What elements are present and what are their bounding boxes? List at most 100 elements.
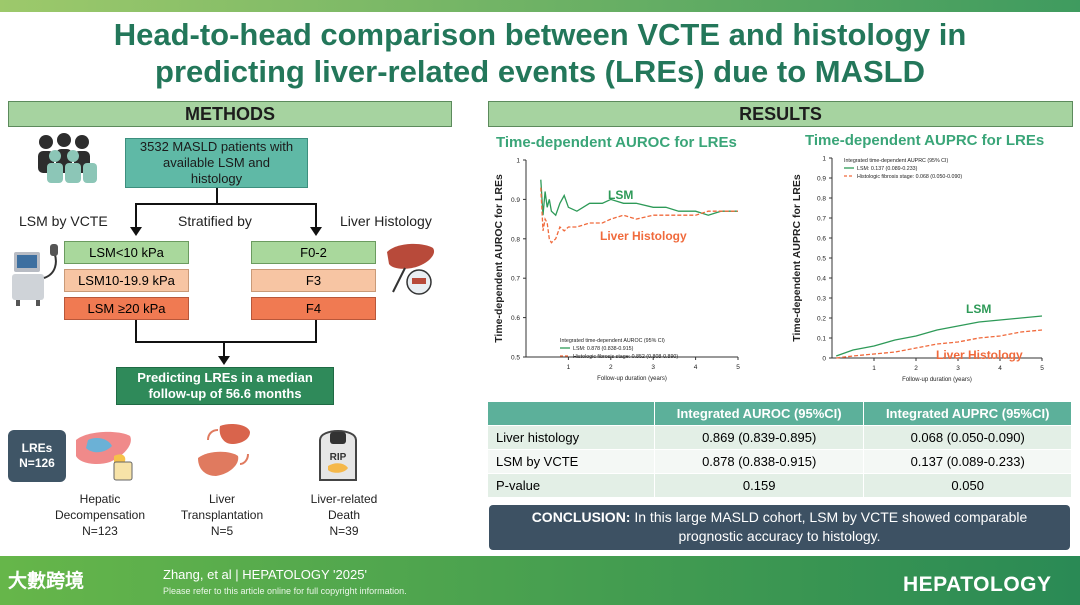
x-tick-label: 3 <box>651 364 655 371</box>
table-cell: 0.159 <box>653 473 864 498</box>
y-tick-label: 0.2 <box>817 316 826 323</box>
copyright-note: Please refer to this article online for … <box>163 586 407 596</box>
auroc-chart: 0.5 0.6 0.7 0.8 0.9 1 1 2 3 4 5 Follow-up duration … <box>493 158 740 383</box>
y-tick-label: 0.8 <box>817 196 826 203</box>
histology-curve-label: Liver Histology <box>600 229 687 243</box>
conclusion-label: CONCLUSION: <box>531 509 631 525</box>
connector <box>135 341 317 343</box>
lsm-curve-label: LSM <box>966 302 991 316</box>
connector <box>315 203 317 229</box>
y-tick-label: 0.3 <box>817 296 826 303</box>
event-death: Liver-related Death N=39 <box>284 491 404 539</box>
y-tick-label: 0.6 <box>511 315 520 322</box>
table-cell: 0.878 (0.838-0.915) <box>653 449 864 474</box>
connector <box>223 341 225 358</box>
table-cell: LSM by VCTE <box>488 449 655 474</box>
event-line: Liver <box>208 492 235 506</box>
arrow-icon <box>218 356 230 365</box>
histology-label: Liver Histology <box>340 213 432 229</box>
conclusion-box: CONCLUSION: In this large MASLD cohort, … <box>489 505 1070 550</box>
table-row: Liver histology 0.869 (0.839-0.895) 0.06… <box>488 425 1071 450</box>
x-tick-label: 3 <box>956 365 960 372</box>
x-tick-label: 2 <box>914 365 918 372</box>
patients-icon <box>38 133 97 183</box>
table-header-cell: Integrated AUPRC (95%CI) <box>863 402 1071 426</box>
event-count: N=5 <box>210 524 234 538</box>
auprc-title: Time-dependent AUPRC for LREs <box>805 132 1045 149</box>
histology-curve-label: Liver Histology <box>936 348 1023 362</box>
table-header-row: Integrated AUROC (95%CI) Integrated AUPR… <box>488 402 1071 426</box>
y-axis-label: Time-dependent AUROC for LREs <box>493 174 505 343</box>
event-transplant: Liver Transplantation N=5 <box>162 491 282 539</box>
x-axis-label: Follow-up duration (years) <box>902 377 972 383</box>
legend-title: Integrated time-dependent AUPRC (95% CI) <box>844 158 948 164</box>
conclusion-text: In this large MASLD cohort, LSM by VCTE … <box>634 509 1028 544</box>
connector <box>135 203 317 205</box>
x-tick-label: 5 <box>736 364 740 371</box>
y-tick-label: 1 <box>822 156 826 163</box>
auroc-title: Time-dependent AUROC for LREs <box>496 134 737 151</box>
connector <box>135 203 137 229</box>
event-hepatic: Hepatic Decompensation N=123 <box>40 491 160 539</box>
event-count: N=123 <box>82 524 118 538</box>
lsm-line <box>540 179 738 217</box>
y-tick-label: 0.7 <box>511 276 520 283</box>
table-cell: Liver histology <box>488 425 655 450</box>
y-tick-label: 0.8 <box>511 236 520 243</box>
y-tick-label: 0.1 <box>817 336 826 343</box>
y-axis-label: Time-dependent AUPRC for LREs <box>791 174 803 342</box>
fibrosis-group-3: F4 <box>251 297 376 320</box>
lsm-group-3: LSM ≥20 kPa <box>64 297 189 320</box>
journal-brand: HEPATOLOGY <box>903 573 1052 596</box>
hepatic-decompensation-icon <box>76 431 133 481</box>
event-line: Hepatic <box>79 492 121 506</box>
y-tick-label: 0.6 <box>817 236 826 243</box>
event-line: Transplantation <box>180 508 264 522</box>
methods-heading: METHODS <box>8 101 452 127</box>
lsm-label: LSM by VCTE <box>19 213 108 229</box>
x-axis-label: Follow-up duration (years) <box>597 376 667 382</box>
y-tick-label: 0.9 <box>511 197 520 204</box>
x-tick-label: 4 <box>998 365 1002 372</box>
legend-label: LSM: 0.878 (0.838-0.915) <box>573 346 634 352</box>
ultrasound-machine-icon <box>12 244 58 306</box>
results-heading: RESULTS <box>488 101 1073 127</box>
x-tick-label: 5 <box>1040 365 1044 372</box>
table-row: LSM by VCTE 0.878 (0.838-0.915) 0.137 (0… <box>488 449 1071 474</box>
lres-badge: LREs N=126 <box>8 430 66 482</box>
lsm-line <box>835 315 1043 357</box>
liver-transplant-icon <box>198 424 250 476</box>
legend-label: LSM: 0.137 (0.089-0.233) <box>857 166 918 172</box>
connector <box>135 320 137 342</box>
auprc-chart: 0 0.1 0.2 0.3 0.4 0.5 0.6 0.7 0.8 0.9 1 1 2 3 4 5 Follow… <box>791 156 1044 384</box>
table-cell: 0.050 <box>863 473 1071 498</box>
connector <box>216 188 218 203</box>
x-tick-label: 2 <box>609 364 613 371</box>
legend-label: Histologic fibrosis stage: 0.068 (0.050-… <box>857 174 962 180</box>
lsm-group-2: LSM10-19.9 kPa <box>64 269 189 292</box>
legend-label: Histologic fibrosis stage: 0.852 (0.808-… <box>573 354 678 360</box>
legend-title: Integrated time-dependent AUROC (95% CI) <box>560 338 665 344</box>
connector <box>315 320 317 342</box>
patients-box: 3532 MASLD patients with available LSM a… <box>125 138 308 188</box>
watermark: 大數跨境 <box>8 571 85 592</box>
lsm-group-1: LSM<10 kPa <box>64 241 189 264</box>
event-count: N=39 <box>329 524 359 538</box>
footer-bar <box>0 556 1080 605</box>
y-tick-label: 1 <box>516 158 520 165</box>
table-row: P-value 0.159 0.050 <box>488 473 1071 498</box>
tombstone-icon: RIP <box>319 430 357 481</box>
lsm-curve-label: LSM <box>608 188 633 202</box>
stratified-label: Stratified by <box>178 213 252 229</box>
x-tick-label: 1 <box>872 365 876 372</box>
histology-line <box>540 187 738 244</box>
y-tick-label: 0 <box>822 356 826 363</box>
x-tick-label: 1 <box>567 364 571 371</box>
histology-line <box>836 329 1043 359</box>
rip-text: RIP <box>330 452 347 463</box>
arrow-icon <box>310 227 322 236</box>
event-line: Death <box>327 508 361 522</box>
y-tick-label: 0.4 <box>817 276 826 283</box>
y-tick-label: 0.7 <box>817 216 826 223</box>
results-table: Integrated AUROC (95%CI) Integrated AUPR… <box>488 402 1071 498</box>
